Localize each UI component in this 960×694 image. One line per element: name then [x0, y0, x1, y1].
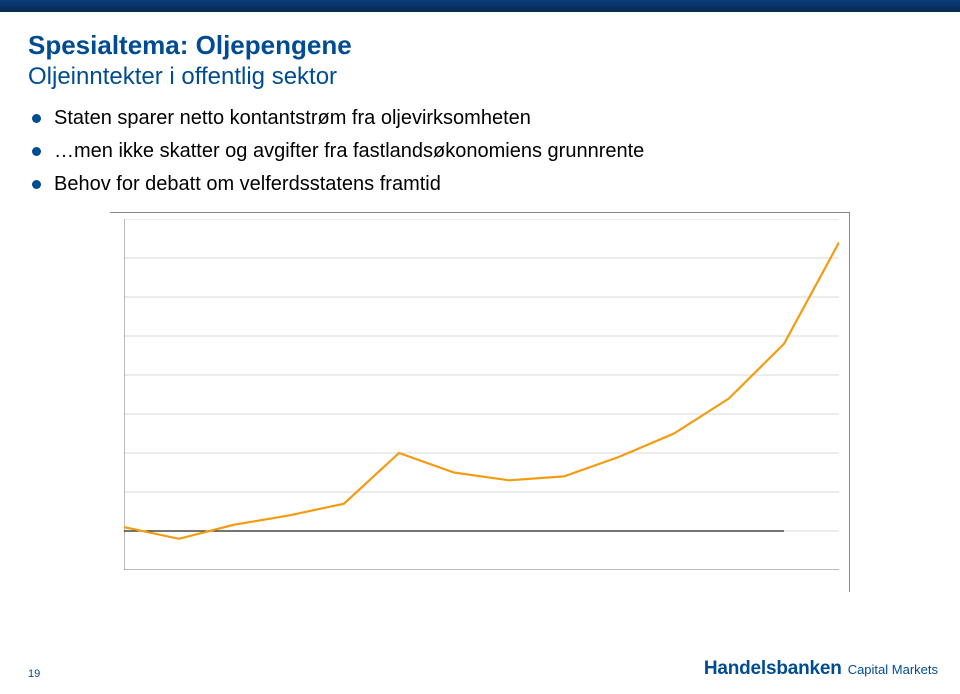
brand-main-text: Handelsbanken [704, 658, 842, 680]
bullet-item: Behov for debatt om velferdsstatens fram… [32, 171, 932, 198]
page-title: Spesialtema: Oljepengene [28, 30, 932, 61]
chart-container [110, 212, 850, 592]
top-accent-bar [0, 0, 960, 12]
brand-logo: Handelsbanken Capital Markets [704, 658, 938, 680]
page-number: 19 [28, 668, 40, 680]
chart-svg [124, 219, 839, 570]
bullet-item: …men ikke skatter og avgifter fra fastla… [32, 138, 932, 165]
bullet-list: Staten sparer netto kontantstrøm fra olj… [28, 105, 932, 198]
slide-footer: 19 Handelsbanken Capital Markets [28, 658, 938, 680]
chart-plot-area [124, 219, 839, 570]
slide-content: Spesialtema: Oljepengene Oljeinntekter i… [0, 12, 960, 592]
bullet-item: Staten sparer netto kontantstrøm fra olj… [32, 105, 932, 132]
brand-sub-text: Capital Markets [848, 662, 938, 677]
page-subtitle: Oljeinntekter i offentlig sektor [28, 63, 932, 91]
